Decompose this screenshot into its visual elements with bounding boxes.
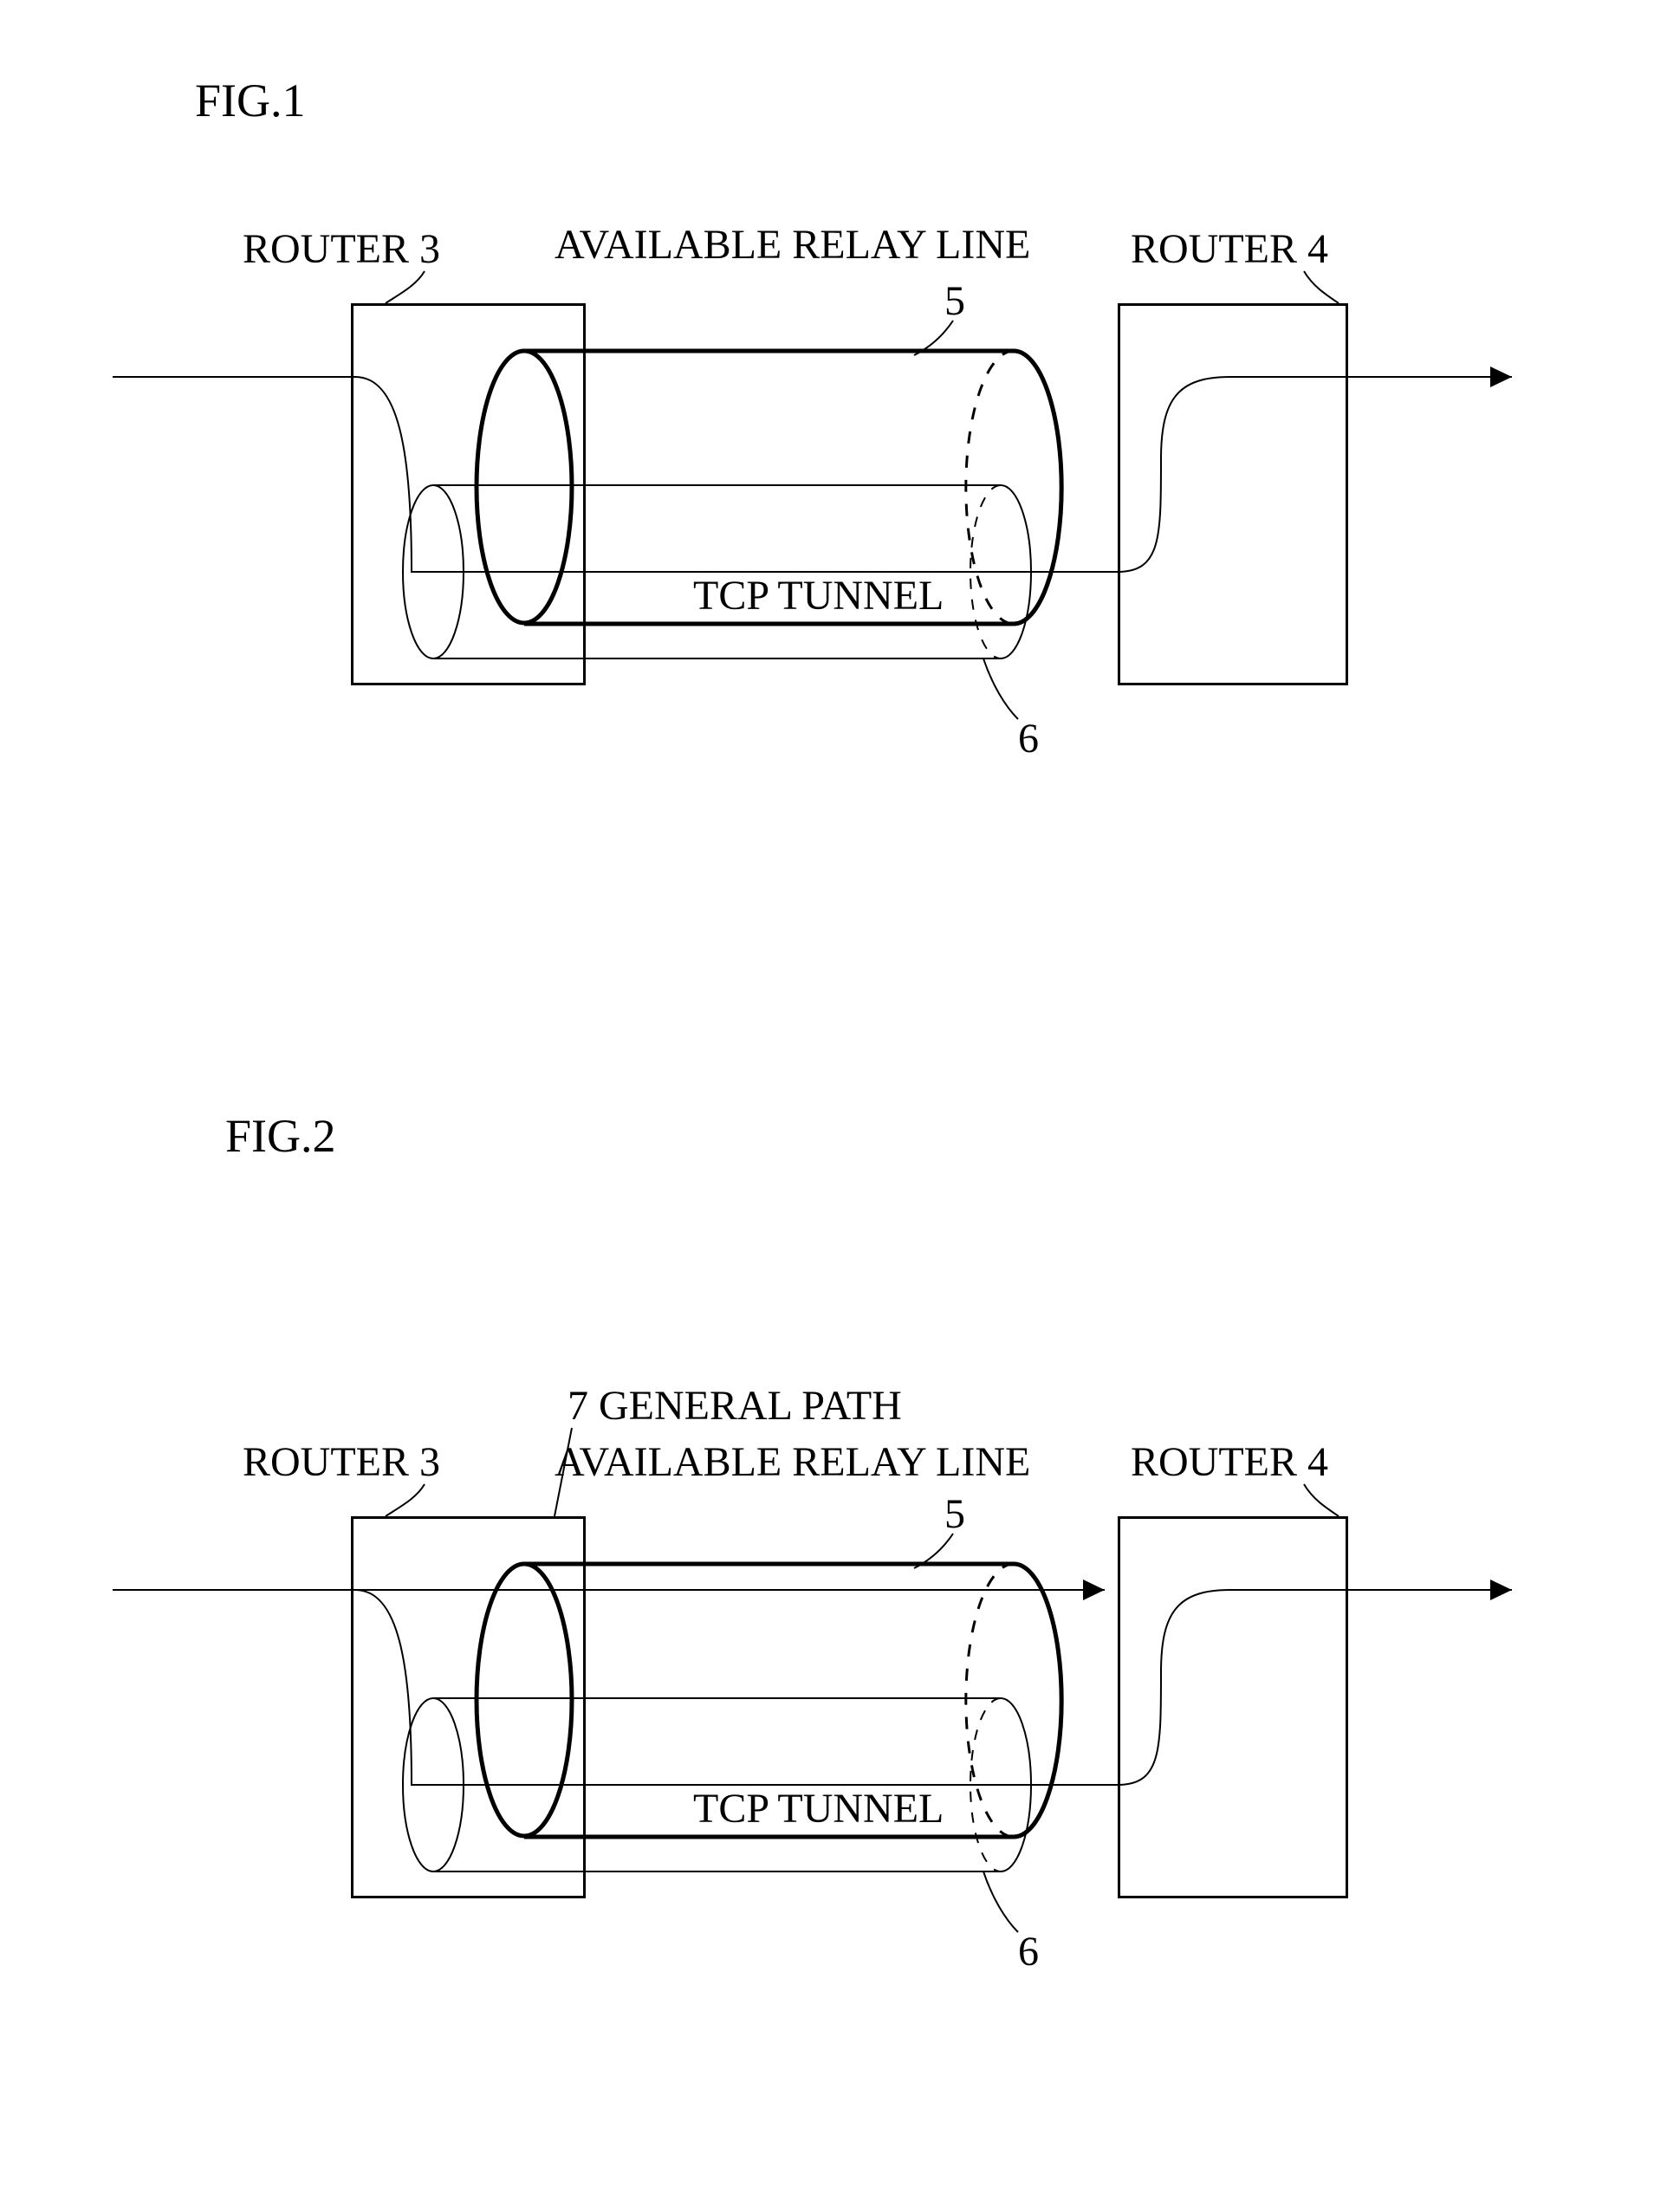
fig2-leader-router3 [386,1484,425,1516]
page: FIG.1 ROUTER 3 ROUTER 4 AVAILABLE RELAY … [0,0,1654,2212]
fig2-relay-right-cap-front [1014,1564,1061,1837]
fig2-leader-general-path [555,1428,572,1516]
fig2-svg [0,0,1654,2212]
fig2-general-path-arrowhead [1083,1580,1105,1600]
fig2-flow-path [355,1590,1512,1785]
fig2-relay-left-cap [477,1564,572,1836]
fig2-flow-arrowhead [1490,1580,1512,1600]
fig2-leader-router4 [1304,1484,1339,1516]
fig2-leader-tunnel [983,1871,1018,1932]
